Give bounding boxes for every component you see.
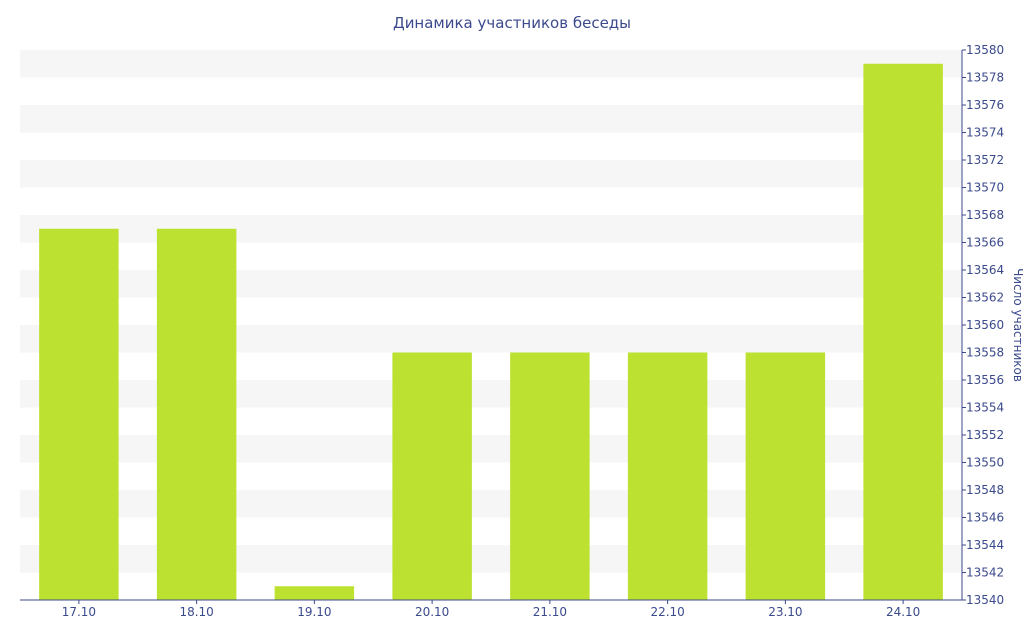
x-tick-label: 22.10 bbox=[650, 605, 684, 619]
y-tick-label: 13574 bbox=[966, 126, 1004, 140]
y-tick-label: 13572 bbox=[966, 153, 1004, 167]
y-tick-label: 13560 bbox=[966, 318, 1004, 332]
grid-band bbox=[20, 160, 962, 188]
bar-23.10 bbox=[745, 352, 826, 600]
bar-24.10 bbox=[863, 63, 943, 600]
x-axis-ticks: 17.10 18.10 19.10 20.10 21.10 22.10 23.10 24.10 bbox=[62, 600, 920, 619]
x-tick-label: 23.10 bbox=[768, 605, 802, 619]
grid-band bbox=[20, 105, 962, 133]
x-tick-label: 17.10 bbox=[62, 605, 96, 619]
y-axis-title: Число участников bbox=[1011, 268, 1024, 382]
y-tick-label: 13552 bbox=[966, 428, 1004, 442]
y-tick-label: 13570 bbox=[966, 181, 1004, 195]
bars-group bbox=[39, 63, 943, 600]
grid-band bbox=[20, 50, 962, 78]
y-tick-label: 13548 bbox=[966, 483, 1004, 497]
y-tick-label: 13542 bbox=[966, 566, 1004, 580]
y-tick-label: 13580 bbox=[966, 43, 1004, 57]
y-tick-label: 13540 bbox=[966, 593, 1004, 607]
y-tick-label: 13562 bbox=[966, 291, 1004, 305]
chart-title: Динамика участников беседы bbox=[393, 14, 631, 32]
bar-22.10 bbox=[627, 352, 708, 600]
y-tick-label: 13578 bbox=[966, 71, 1004, 85]
bar-21.10 bbox=[510, 352, 590, 600]
bar-17.10 bbox=[39, 228, 119, 600]
y-tick-label: 13568 bbox=[966, 208, 1004, 222]
y-tick-label: 13566 bbox=[966, 236, 1004, 250]
x-tick-label: 18.10 bbox=[179, 605, 213, 619]
y-tick-label: 13564 bbox=[966, 263, 1004, 277]
bar-19.10 bbox=[274, 586, 355, 600]
y-tick-label: 13576 bbox=[966, 98, 1004, 112]
y-tick-label: 13544 bbox=[966, 538, 1004, 552]
y-tick-label: 13554 bbox=[966, 401, 1004, 415]
x-tick-label: 19.10 bbox=[297, 605, 331, 619]
y-tick-label: 13558 bbox=[966, 346, 1004, 360]
y-tick-label: 13556 bbox=[966, 373, 1004, 387]
bar-20.10 bbox=[392, 352, 472, 600]
x-tick-label: 24.10 bbox=[886, 605, 920, 619]
x-tick-label: 21.10 bbox=[533, 605, 567, 619]
y-tick-label: 13550 bbox=[966, 456, 1004, 470]
y-tick-label: 13546 bbox=[966, 511, 1004, 525]
x-tick-label: 20.10 bbox=[415, 605, 449, 619]
bar-18.10 bbox=[156, 228, 237, 600]
y-axis-ticks: 13540 13542 13544 13546 13548 13550 13552 13554… bbox=[962, 43, 1004, 607]
